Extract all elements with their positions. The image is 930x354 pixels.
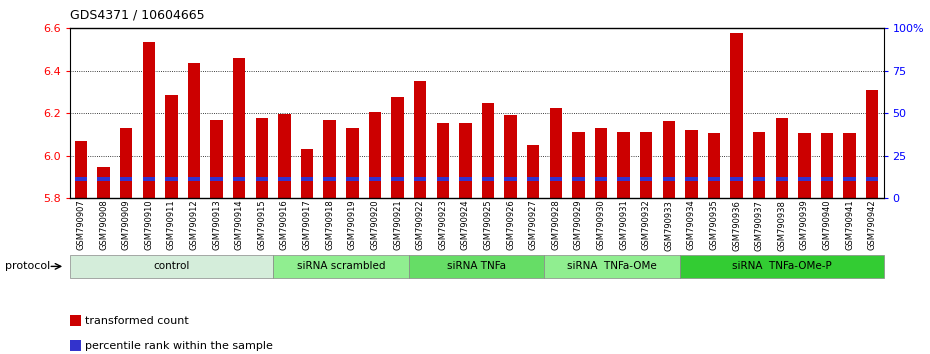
Bar [504,115,517,198]
Text: GDS4371 / 10604665: GDS4371 / 10604665 [70,9,205,22]
Bar [278,114,291,198]
Bar [70,315,81,326]
Bar [730,177,743,181]
Bar [409,255,544,278]
Bar [98,167,110,198]
Bar [640,177,652,181]
Bar [821,177,833,181]
Bar [550,108,562,198]
Bar [776,118,788,198]
Bar [142,42,155,198]
Bar [685,130,698,198]
Text: control: control [153,261,190,272]
Bar [346,177,359,181]
Bar [70,340,81,352]
Text: siRNA TNFa: siRNA TNFa [447,261,506,272]
Bar [74,177,87,181]
Text: siRNA  TNFa-OMe: siRNA TNFa-OMe [567,261,658,272]
Bar [188,177,200,181]
Bar [753,177,765,181]
Bar [776,177,788,181]
Bar [662,177,675,181]
Bar [708,177,720,181]
Bar [594,128,607,198]
Bar [346,128,359,198]
Bar [120,177,132,181]
Bar [708,133,720,198]
Bar [680,255,884,278]
Bar [685,177,698,181]
Bar [618,177,630,181]
Bar [662,121,675,198]
Text: transformed count: transformed count [85,315,189,326]
Bar [368,112,381,198]
Text: percentile rank within the sample: percentile rank within the sample [85,341,272,351]
Bar [166,177,178,181]
Bar [324,120,336,198]
Bar [436,177,449,181]
Bar [527,145,539,198]
Bar [166,95,178,198]
Bar [414,81,426,198]
Bar [753,132,765,198]
Bar [482,177,494,181]
Bar [844,133,856,198]
Bar [256,118,268,198]
Bar [866,177,879,181]
Bar [142,177,155,181]
Bar [301,177,313,181]
Bar [368,177,381,181]
Bar [324,177,336,181]
Bar [74,141,87,198]
Bar [70,255,273,278]
Bar [120,128,132,198]
Bar [618,132,630,198]
Text: protocol: protocol [5,261,50,271]
Bar [256,177,268,181]
Bar [188,63,200,198]
Bar [594,177,607,181]
Bar [233,177,246,181]
Bar [273,255,409,278]
Bar [459,123,472,198]
Bar [640,132,652,198]
Bar [798,133,811,198]
Bar [730,33,743,198]
Bar [392,177,404,181]
Bar [278,177,291,181]
Bar [550,177,562,181]
Bar [504,177,517,181]
Bar [572,177,585,181]
Bar [459,177,472,181]
Bar [414,177,426,181]
Bar [301,149,313,198]
Bar [798,177,811,181]
Bar [821,133,833,198]
Text: siRNA  TNFa-OMe-P: siRNA TNFa-OMe-P [732,261,831,272]
Text: siRNA scrambled: siRNA scrambled [297,261,385,272]
Bar [544,255,680,278]
Bar [98,177,110,181]
Bar [436,123,449,198]
Bar [527,177,539,181]
Bar [392,97,404,198]
Bar [210,120,223,198]
Bar [844,177,856,181]
Bar [482,103,494,198]
Bar [210,177,223,181]
Bar [572,132,585,198]
Bar [866,90,879,198]
Bar [233,58,246,198]
